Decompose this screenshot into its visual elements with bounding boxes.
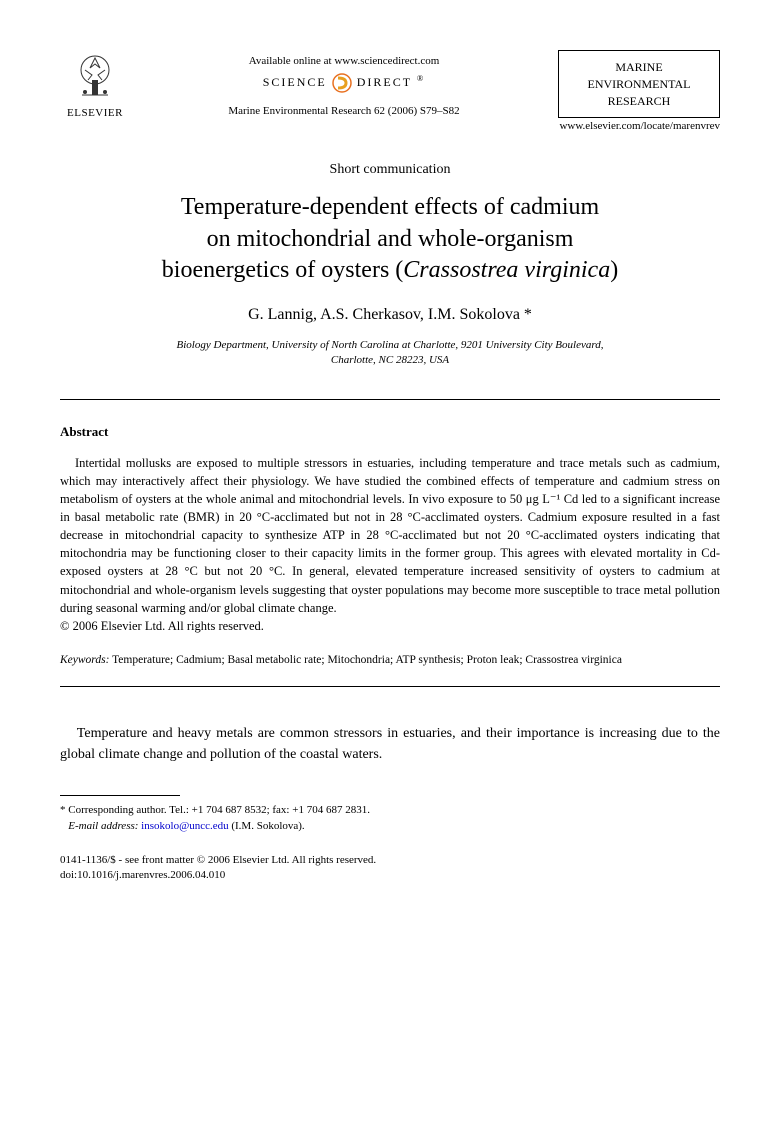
keywords-block: Keywords: Temperature; Cadmium; Basal me… xyxy=(60,652,720,668)
footer-rule xyxy=(60,795,180,796)
header-row: ELSEVIER Available online at www.science… xyxy=(60,50,720,132)
copyright-line: © 2006 Elsevier Ltd. All rights reserved… xyxy=(60,619,720,634)
doi-line: doi:10.1016/j.marenvres.2006.04.010 xyxy=(60,868,720,883)
title-line3c: ) xyxy=(610,257,618,283)
email-line: E-mail address: insokolo@uncc.edu (I.M. … xyxy=(60,818,720,835)
center-header: Available online at www.sciencedirect.co… xyxy=(130,50,558,117)
bottom-info: 0141-1136/$ - see front matter © 2006 El… xyxy=(60,853,720,884)
journal-url: www.elsevier.com/locate/marenvrev xyxy=(558,120,720,132)
journal-reference: Marine Environmental Research 62 (2006) … xyxy=(130,105,558,117)
publisher-name: ELSEVIER xyxy=(60,107,130,119)
body-paragraph-1: Temperature and heavy metals are common … xyxy=(60,723,720,765)
affiliation: Biology Department, University of North … xyxy=(60,338,720,369)
title-species: Crassostrea virginica xyxy=(403,257,610,283)
email-label: E-mail address: xyxy=(68,820,138,832)
affiliation-line1: Biology Department, University of North … xyxy=(177,339,604,351)
page-container: ELSEVIER Available online at www.science… xyxy=(0,0,780,924)
article-type: Short communication xyxy=(60,162,720,178)
science-word: SCIENCE xyxy=(263,75,327,89)
sciencedirect-d-icon xyxy=(332,73,352,93)
rule-before-abstract xyxy=(60,399,720,400)
sciencedirect-logo: SCIENCE DIRECT ® xyxy=(130,73,558,93)
abstract-heading: Abstract xyxy=(60,424,720,440)
publisher-logo-block: ELSEVIER xyxy=(60,50,130,119)
title-line1: Temperature-dependent effects of cadmium xyxy=(181,194,599,220)
title-line2: on mitochondrial and whole-organism xyxy=(207,226,574,252)
keywords-text: Temperature; Cadmium; Basal metabolic ra… xyxy=(109,654,622,666)
corresponding-author: * Corresponding author. Tel.: +1 704 687… xyxy=(60,802,720,835)
issn-line: 0141-1136/$ - see front matter © 2006 El… xyxy=(60,853,720,868)
journal-box-wrapper: MARINE ENVIRONMENTAL RESEARCH www.elsevi… xyxy=(558,50,720,132)
elsevier-tree-icon xyxy=(70,50,120,100)
available-online-text: Available online at www.sciencedirect.co… xyxy=(130,55,558,67)
journal-title-box: MARINE ENVIRONMENTAL RESEARCH xyxy=(558,50,720,118)
email-address[interactable]: insokolo@uncc.edu xyxy=(141,820,228,832)
journal-box-line2: ENVIRONMENTAL xyxy=(569,76,709,93)
keywords-label: Keywords: xyxy=(60,654,109,666)
email-suffix: (I.M. Sokolova). xyxy=(229,820,305,832)
journal-box-line3: RESEARCH xyxy=(569,93,709,110)
journal-box-line1: MARINE xyxy=(569,59,709,76)
direct-word: DIRECT xyxy=(357,75,412,89)
authors: G. Lannig, A.S. Cherkasov, I.M. Sokolova… xyxy=(60,306,720,324)
corresponding-line: * Corresponding author. Tel.: +1 704 687… xyxy=(60,802,720,819)
title-line3a: bioenergetics of oysters ( xyxy=(162,257,404,283)
rule-after-keywords xyxy=(60,686,720,687)
affiliation-line2: Charlotte, NC 28223, USA xyxy=(331,354,449,366)
abstract-body: Intertidal mollusks are exposed to multi… xyxy=(60,454,720,617)
article-title: Temperature-dependent effects of cadmium… xyxy=(60,192,720,286)
